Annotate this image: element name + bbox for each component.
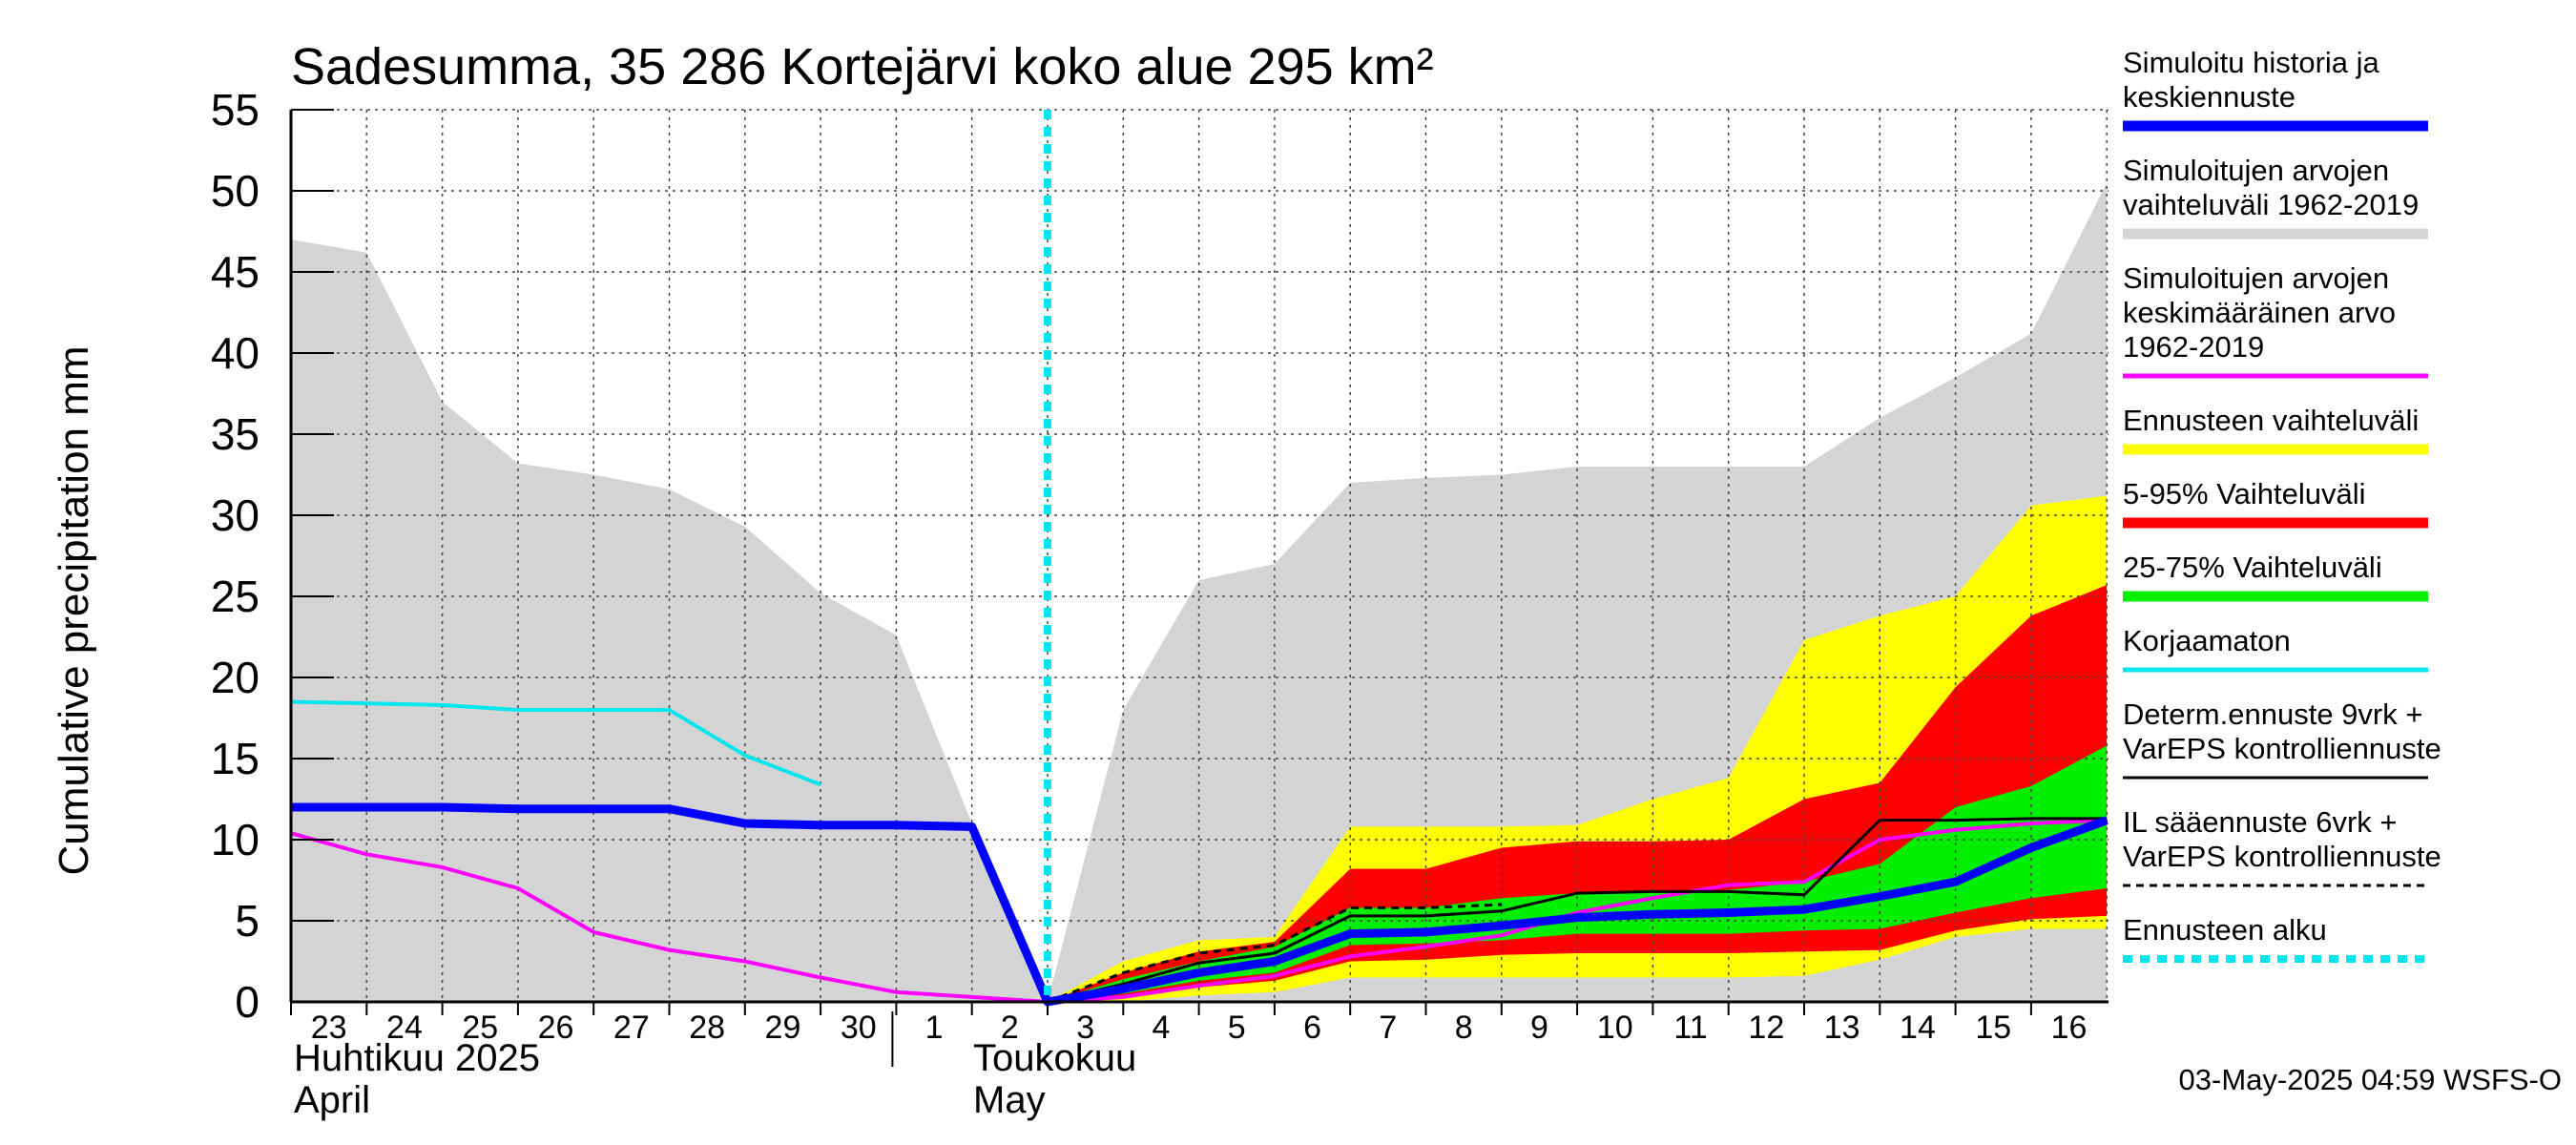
- y-axis-ticks: 0 5 10 15 20 25 30 35 40 45 50 55: [211, 85, 334, 1027]
- legend-label-determ: VarEPS kontrolliennuste: [2123, 732, 2441, 765]
- plot-series-lines: [290, 110, 2109, 1007]
- y-axis-label: Cumulative precipitation mm: [51, 345, 97, 875]
- y-tick-label: 15: [211, 734, 260, 783]
- x-tick-label: 13: [1824, 1010, 1860, 1046]
- x-axis-ticks: 23 24 25 26 27 28 29 30 1 2 3 4 5 6 7 8 9 10 11 12 13 14 15 16: [290, 1002, 2088, 1067]
- legend-label-uncorr: Korjaamaton: [2123, 624, 2291, 657]
- x-tick-label: 1: [925, 1010, 944, 1046]
- y-tick-label: 50: [211, 166, 260, 216]
- p25-75-range-area: [1048, 745, 2108, 1002]
- x-tick-label: 29: [765, 1010, 801, 1046]
- uncorrected-line: [290, 699, 821, 787]
- month-label-april-fi: Huhtikuu 2025: [294, 1037, 540, 1079]
- x-tick-label: 5: [1228, 1010, 1246, 1046]
- y-tick-label: 5: [235, 896, 260, 946]
- legend-label-p25_75: 25-75% Vaihteluväli: [2123, 551, 2382, 584]
- x-tick-label: 16: [2051, 1010, 2088, 1046]
- y-tick-label: 30: [211, 490, 260, 540]
- x-tick-label: 28: [689, 1010, 725, 1046]
- x-tick-label: 24: [386, 1010, 423, 1046]
- legend-label-mean: Simuloitujen arvojen: [2123, 261, 2389, 295]
- legend-label-mean: keskimääräinen arvo: [2123, 296, 2396, 329]
- x-tick-label: 10: [1597, 1010, 1633, 1046]
- legend-label-il: VarEPS kontrolliennuste: [2123, 840, 2441, 873]
- y-tick-label: 45: [211, 247, 260, 297]
- y-tick-label: 40: [211, 328, 260, 378]
- historic-mean-line: [290, 818, 2108, 1005]
- x-tick-label: 9: [1530, 1010, 1548, 1046]
- month-label-april-en: April: [294, 1079, 370, 1121]
- x-tick-label: 6: [1303, 1010, 1321, 1046]
- legend-label-mean: 1962-2019: [2123, 330, 2264, 364]
- y-tick-label: 55: [211, 85, 260, 135]
- x-tick-label: 12: [1748, 1010, 1784, 1046]
- legend-label-sim: keskiennuste: [2123, 80, 2296, 114]
- x-tick-label: 25: [462, 1010, 498, 1046]
- legend-label-start: Ennusteen alku: [2123, 913, 2327, 947]
- x-tick-label: 23: [311, 1010, 347, 1046]
- simulated-history-line: [291, 802, 2109, 1007]
- il-forecast-line: [1047, 903, 1502, 1004]
- legend-label-p5_95: 5-95% Vaihteluväli: [2123, 477, 2365, 510]
- month-label-may-fi: Toukokuu: [973, 1037, 1136, 1079]
- legend-label-ens: Ennusteen vaihteluväli: [2123, 404, 2419, 437]
- y-tick-label: 10: [211, 815, 260, 864]
- x-tick-label: 11: [1673, 1010, 1707, 1046]
- deterministic-forecast-line: [1047, 817, 2108, 1004]
- x-tick-label: 3: [1076, 1010, 1094, 1046]
- x-tick-label: 27: [613, 1010, 650, 1046]
- legend-label-range: vaihteluväli 1962-2019: [2123, 188, 2419, 221]
- x-tick-label: 14: [1900, 1010, 1936, 1046]
- x-tick-label: 30: [841, 1010, 877, 1046]
- legend-label-il: IL sääennuste 6vrk +: [2123, 805, 2398, 839]
- footer-timestamp: 03-May-2025 04:59 WSFS-O: [2179, 1063, 2562, 1096]
- x-tick-label: 15: [1975, 1010, 2011, 1046]
- month-label-may-en: May: [973, 1079, 1046, 1121]
- x-tick-label: 8: [1455, 1010, 1473, 1046]
- y-tick-label: 20: [211, 653, 260, 702]
- x-tick-label: 2: [1001, 1010, 1019, 1046]
- y-tick-label: 0: [235, 977, 260, 1027]
- y-tick-label: 25: [211, 572, 260, 621]
- legend-label-sim: Simuloitu historia ja: [2123, 46, 2380, 79]
- legend-label-determ: Determ.ennuste 9vrk +: [2123, 697, 2422, 731]
- x-tick-label: 4: [1152, 1010, 1170, 1046]
- x-tick-label: 7: [1379, 1010, 1397, 1046]
- y-tick-label: 35: [211, 409, 260, 459]
- legend-label-range: Simuloitujen arvojen: [2123, 154, 2389, 187]
- x-tick-label: 26: [538, 1010, 574, 1046]
- chart-title: Sadesumma, 35 286 Kortejärvi koko alue 2…: [291, 38, 1434, 95]
